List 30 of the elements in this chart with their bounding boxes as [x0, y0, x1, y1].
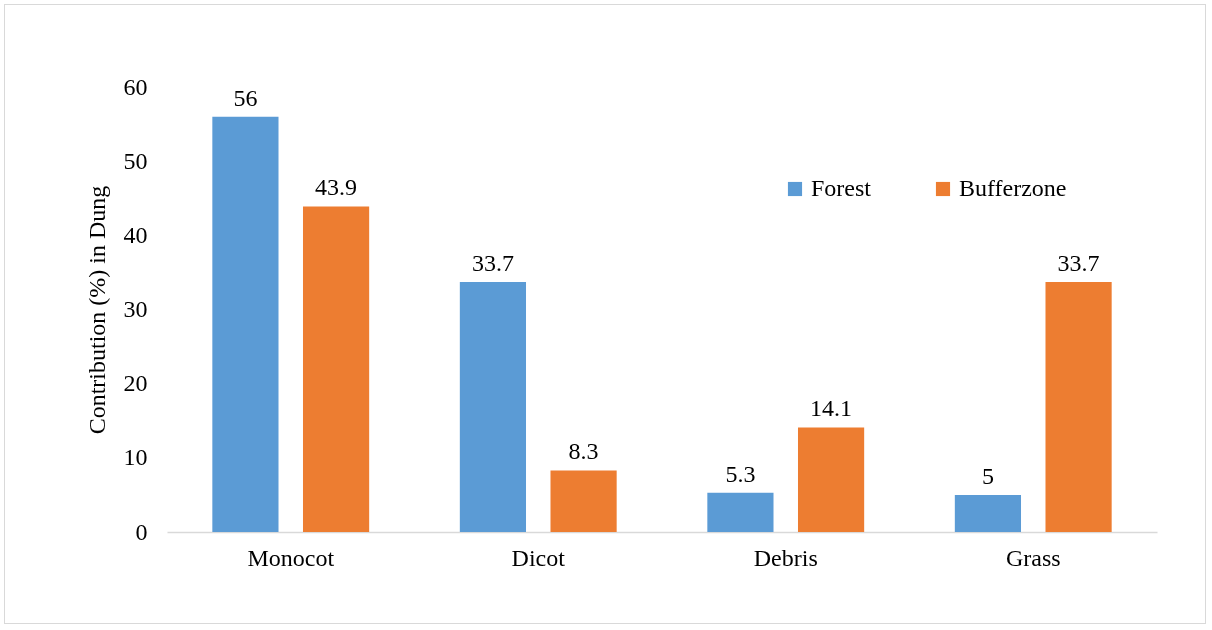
y-tick-label: 50	[123, 147, 148, 174]
data-label: 8.3	[568, 438, 599, 465]
bar	[550, 470, 617, 532]
y-axis-title: Contribution (%) in Dung	[83, 185, 110, 435]
data-label: 56	[233, 84, 258, 111]
bar	[302, 206, 370, 532]
bar	[707, 492, 774, 532]
x-tick-label: Dicot	[511, 544, 566, 571]
y-tick-label: 10	[123, 444, 148, 471]
data-label: 5.3	[725, 460, 756, 487]
y-tick-label: 60	[123, 73, 148, 100]
x-tick-label: Debris	[753, 544, 818, 571]
bar	[459, 282, 527, 532]
y-tick-label: 20	[123, 370, 148, 397]
bar	[797, 427, 865, 532]
bar	[1045, 282, 1112, 532]
data-label: 33.7	[1057, 250, 1100, 277]
data-label: 33.7	[471, 250, 514, 277]
legend-label: Bufferzone	[959, 175, 1067, 201]
y-tick-label: 0	[135, 518, 148, 545]
bar	[954, 494, 1022, 532]
y-tick-label: 30	[123, 296, 148, 322]
bar	[212, 116, 279, 532]
x-tick-label: Monocot	[247, 544, 335, 571]
x-tick-label: Grass	[1005, 544, 1061, 571]
legend-label: Forest	[811, 175, 872, 201]
y-tick-label: 40	[123, 221, 148, 248]
data-label: 14.1	[810, 395, 853, 422]
data-label: 43.9	[315, 174, 358, 201]
data-label: 5	[981, 462, 994, 489]
